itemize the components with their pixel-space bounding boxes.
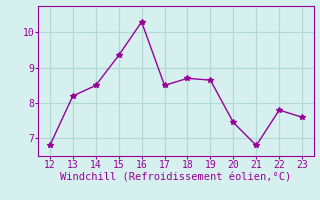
X-axis label: Windchill (Refroidissement éolien,°C): Windchill (Refroidissement éolien,°C) [60, 173, 292, 183]
